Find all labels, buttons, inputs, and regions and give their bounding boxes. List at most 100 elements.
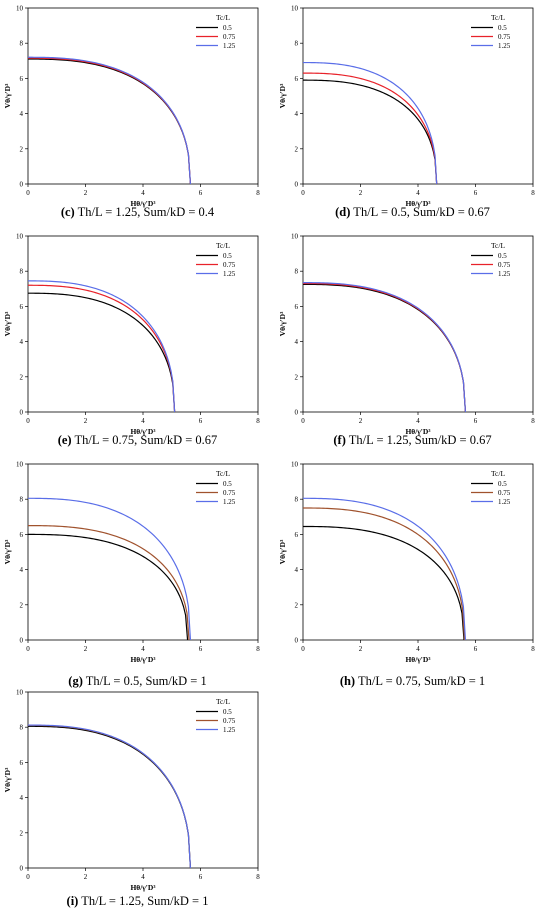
chart-d-x-axis-label: Hθ/γ'D³: [405, 199, 431, 208]
chart-h-x-tick-label: 2: [359, 645, 363, 653]
chart-e-series-line: [28, 284, 176, 413]
chart-h-series-line: [303, 507, 466, 641]
chart-e-x-tick-label: 8: [256, 417, 260, 425]
chart-f-series-line: [303, 283, 467, 413]
chart-c-series-line: [28, 57, 192, 185]
chart-d-y-tick-label: 8: [295, 40, 299, 48]
chart-c-plot: 0 2 4 6 8 0 2 4 6 8 10 Hθ/γ'D³ Vθ/γ'D³ Tc/L 0.50.751.2…: [3, 5, 260, 209]
chart-d-x-tick-label: 0: [301, 189, 305, 197]
chart-d-y-axis-label: Vθ/γ'D³: [278, 83, 287, 108]
chart-h-legend-title: Tc/L: [491, 469, 505, 478]
chart-g-x-axis-label: Hθ/γ'D³: [130, 655, 156, 664]
caption-f: (f) Th/L = 1.25, Sum/kD = 0.67: [275, 433, 550, 448]
chart-f-plot: 0 2 4 6 8 0 2 4 6 8 10 Hθ/γ'D³ Vθ/γ'D³ Tc/L 0.50.751.2…: [278, 233, 535, 437]
chart-i-x-axis-label: Hθ/γ'D³: [130, 883, 156, 892]
chart-d-x-tick-label: 8: [531, 189, 535, 197]
chart-d-y-tick-label: 2: [295, 145, 299, 153]
chart-d-legend-title: Tc/L: [491, 13, 505, 22]
chart-g-x-tick-label: 6: [199, 645, 203, 653]
chart-i-y-tick-label: 2: [20, 829, 24, 837]
chart-g-y-tick-label: 4: [20, 566, 24, 574]
chart-f-x-tick-label: 6: [474, 417, 478, 425]
chart-c-x-tick-label: 2: [84, 189, 88, 197]
chart-e-legend-label: 0.75: [223, 261, 236, 269]
chart-h-x-tick-label: 0: [301, 645, 305, 653]
chart-g-plot: 0 2 4 6 8 0 2 4 6 8 10 Hθ/γ'D³ Vθ/γ'D³ Tc/L 0.50.751.2…: [3, 461, 260, 665]
chart-d-series-line: [303, 61, 438, 185]
chart-c-legend-title: Tc/L: [216, 13, 230, 22]
caption-d-letter: (d): [335, 205, 351, 219]
chart-e-y-axis-label: Vθ/γ'D³: [3, 311, 12, 336]
chart-i-x-tick-label: 4: [141, 873, 145, 881]
caption-i: (i) Th/L = 1.25, Sum/kD = 1: [0, 894, 275, 909]
chart-f-y-tick-label: 8: [295, 268, 299, 276]
chart-i-legend-label: 0.5: [223, 708, 232, 716]
chart-e-y-tick-label: 6: [20, 303, 24, 311]
chart-g-y-tick-label: 6: [20, 531, 24, 539]
chart-g-legend-label: 0.5: [223, 480, 232, 488]
chart-d-x-tick-label: 2: [359, 189, 363, 197]
chart-f-legend-label: 0.75: [498, 261, 511, 269]
chart-i-series-line: [28, 724, 192, 869]
chart-f-x-tick-label: 8: [531, 417, 535, 425]
chart-c-y-tick-label: 4: [20, 110, 24, 118]
chart-c-y-tick-label: 6: [20, 75, 24, 83]
chart-f-x-tick-label: 2: [359, 417, 363, 425]
chart-h-y-tick-label: 8: [295, 496, 299, 504]
chart-c-y-tick-label: 0: [20, 181, 24, 189]
chart-e-series-line: [28, 292, 176, 413]
chart-d-legend-label: 0.75: [498, 33, 511, 41]
caption-h-letter: (h): [339, 674, 356, 688]
chart-c-y-tick-label: 8: [20, 40, 24, 48]
chart-c-series-line: [28, 56, 192, 185]
chart-e-plot: 0 2 4 6 8 0 2 4 6 8 10 Hθ/γ'D³ Vθ/γ'D³ Tc/L 0.50.751.2…: [3, 233, 260, 437]
chart-e-legend-title: Tc/L: [216, 241, 230, 250]
chart-g-y-tick-label: 10: [16, 461, 24, 469]
caption-h-text: Th/L = 0.75, Sum/kD = 1: [355, 674, 486, 688]
chart-h-series-line: [303, 525, 465, 641]
chart-f-y-tick-label: 2: [295, 373, 299, 381]
chart-i-y-tick-label: 4: [20, 794, 24, 802]
caption-h: (h) Th/L = 0.75, Sum/kD = 1: [275, 674, 550, 689]
chart-f-legend-label: 0.5: [498, 252, 507, 260]
chart-d-y-tick-label: 10: [291, 5, 299, 13]
chart-h-y-tick-label: 10: [291, 461, 299, 469]
chart-d-series-line: [303, 72, 438, 185]
chart-i-legend-label: 0.75: [223, 717, 236, 725]
chart-h-y-tick-label: 6: [295, 531, 299, 539]
chart-c-x-tick-label: 8: [256, 189, 260, 197]
chart-panel-f: 0 2 4 6 8 0 2 4 6 8 10 Hθ/γ'D³ Vθ/γ'D³ Tc/L 0.5 0.75 1.2…: [275, 228, 550, 448]
chart-e-legend-label: 0.5: [223, 252, 232, 260]
chart-h-x-tick-label: 4: [416, 645, 420, 653]
caption-c-text: Th/L = 1.25, Sum/kD = 0.4: [74, 205, 215, 219]
chart-c-x-tick-label: 4: [141, 189, 145, 197]
chart-f-y-axis-label: Vθ/γ'D³: [278, 311, 287, 336]
chart-h-x-tick-label: 6: [474, 645, 478, 653]
chart-d-legend-label: 0.5: [498, 24, 507, 32]
chart-g-legend-label: 0.75: [223, 489, 236, 497]
caption-f-letter: (f): [333, 433, 346, 447]
chart-e-x-tick-label: 0: [26, 417, 30, 425]
chart-d-plot: 0 2 4 6 8 0 2 4 6 8 10 Hθ/γ'D³ Vθ/γ'D³ Tc/L 0.50.751.2…: [278, 5, 535, 209]
chart-d-y-tick-label: 6: [295, 75, 299, 83]
chart-f-series-line: [303, 282, 467, 413]
chart-i-legend-label: 1.25: [223, 726, 236, 734]
chart-d-x-tick-label: 4: [416, 189, 420, 197]
chart-d-x-tick-label: 6: [474, 189, 478, 197]
chart-i-y-tick-label: 6: [20, 759, 24, 767]
chart-f-legend-label: 1.25: [498, 270, 511, 278]
caption-f-text: Th/L = 1.25, Sum/kD = 0.67: [345, 433, 492, 447]
chart-f-x-tick-label: 4: [416, 417, 420, 425]
chart-panel-g: 0 2 4 6 8 0 2 4 6 8 10 Hθ/γ'D³ Vθ/γ'D³ Tc/L 0.5 0.75 1.2…: [0, 456, 275, 689]
chart-c-legend-label: 0.5: [223, 24, 232, 32]
chart-g-legend-title: Tc/L: [216, 469, 230, 478]
chart-i-series-line: [28, 724, 192, 869]
chart-e-legend-label: 1.25: [223, 270, 236, 278]
chart-h-legend-label: 0.5: [498, 480, 507, 488]
chart-g-x-tick-label: 2: [84, 645, 88, 653]
chart-f-y-tick-label: 0: [295, 409, 299, 417]
chart-i-y-tick-label: 10: [16, 689, 24, 697]
chart-i-legend-title: Tc/L: [216, 697, 230, 706]
chart-d-series-line: [303, 79, 438, 185]
chart-g-x-tick-label: 0: [26, 645, 30, 653]
